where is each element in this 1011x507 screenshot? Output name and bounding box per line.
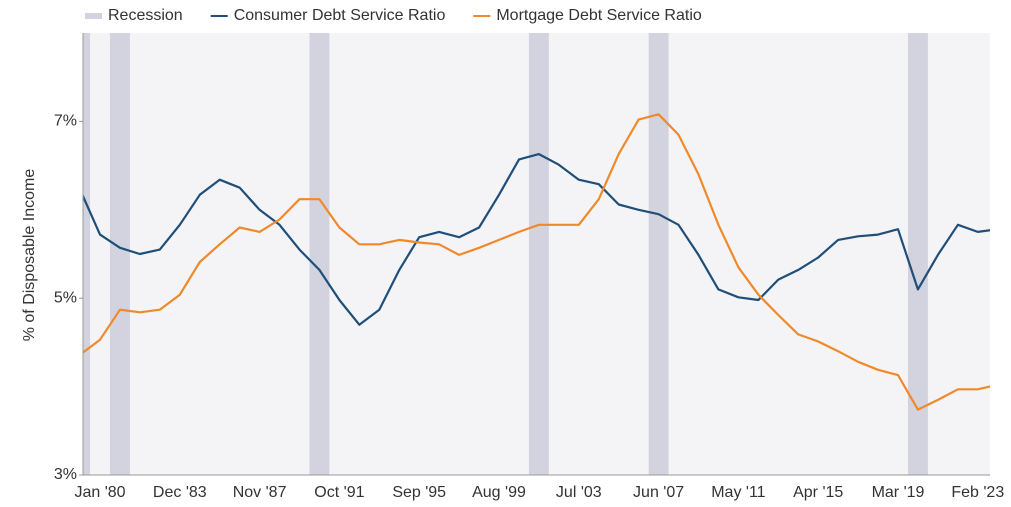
x-tick-label: Jun '07 bbox=[633, 484, 684, 501]
recession-band bbox=[109, 33, 130, 475]
x-tick-label: May '11 bbox=[711, 484, 765, 501]
x-tick-label: Dec '83 bbox=[153, 484, 207, 501]
recession-band bbox=[907, 33, 928, 475]
data-line bbox=[83, 113, 990, 411]
recession-band bbox=[648, 33, 669, 475]
x-tick-label: Aug '99 bbox=[472, 484, 526, 501]
x-tick-label: Feb '23 bbox=[951, 484, 1004, 501]
recession-band bbox=[528, 33, 549, 475]
plot-layer bbox=[83, 33, 990, 475]
y-tick-label: 5% bbox=[54, 289, 77, 306]
legend-label: Mortgage Debt Service Ratio bbox=[496, 7, 702, 24]
x-tick-label: Jan '80 bbox=[74, 484, 125, 501]
x-tick-label: Sep '95 bbox=[392, 484, 446, 501]
x-tick-label: Apr '15 bbox=[793, 484, 843, 501]
x-tick-label: Mar '19 bbox=[872, 484, 925, 501]
recession-band bbox=[309, 33, 330, 475]
data-line bbox=[83, 153, 990, 326]
y-axis-label: % of Disposable Income bbox=[21, 169, 38, 342]
x-tick-label: Jul '03 bbox=[556, 484, 602, 501]
x-tick-label: Oct '91 bbox=[314, 484, 364, 501]
legend-label: Recession bbox=[108, 7, 183, 24]
x-tick-label: Nov '87 bbox=[233, 484, 287, 501]
recession-band bbox=[83, 33, 91, 475]
y-tick-label: 3% bbox=[54, 466, 77, 483]
y-tick-label: 7% bbox=[54, 113, 77, 130]
legend-label: Consumer Debt Service Ratio bbox=[234, 7, 446, 24]
